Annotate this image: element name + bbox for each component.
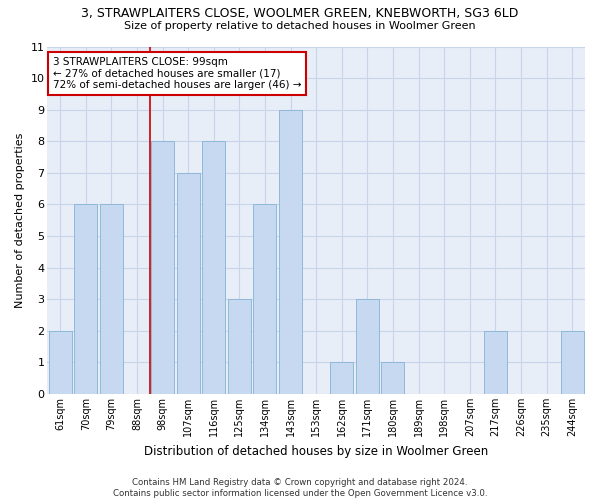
Text: Contains HM Land Registry data © Crown copyright and database right 2024.
Contai: Contains HM Land Registry data © Crown c…: [113, 478, 487, 498]
Bar: [49, 331, 71, 394]
Text: 3, STRAWPLAITERS CLOSE, WOOLMER GREEN, KNEBWORTH, SG3 6LD: 3, STRAWPLAITERS CLOSE, WOOLMER GREEN, K…: [82, 8, 518, 20]
Text: 3 STRAWPLAITERS CLOSE: 99sqm
← 27% of detached houses are smaller (17)
72% of se: 3 STRAWPLAITERS CLOSE: 99sqm ← 27% of de…: [53, 57, 301, 90]
Y-axis label: Number of detached properties: Number of detached properties: [15, 132, 25, 308]
Bar: [74, 204, 97, 394]
Text: Size of property relative to detached houses in Woolmer Green: Size of property relative to detached ho…: [124, 21, 476, 31]
Bar: [253, 204, 277, 394]
Bar: [356, 299, 379, 394]
Bar: [279, 110, 302, 394]
Bar: [202, 142, 225, 394]
Bar: [382, 362, 404, 394]
Bar: [100, 204, 123, 394]
Bar: [484, 331, 507, 394]
Bar: [228, 299, 251, 394]
Bar: [151, 142, 174, 394]
Bar: [330, 362, 353, 394]
X-axis label: Distribution of detached houses by size in Woolmer Green: Distribution of detached houses by size …: [144, 444, 488, 458]
Bar: [560, 331, 584, 394]
Bar: [176, 173, 200, 394]
